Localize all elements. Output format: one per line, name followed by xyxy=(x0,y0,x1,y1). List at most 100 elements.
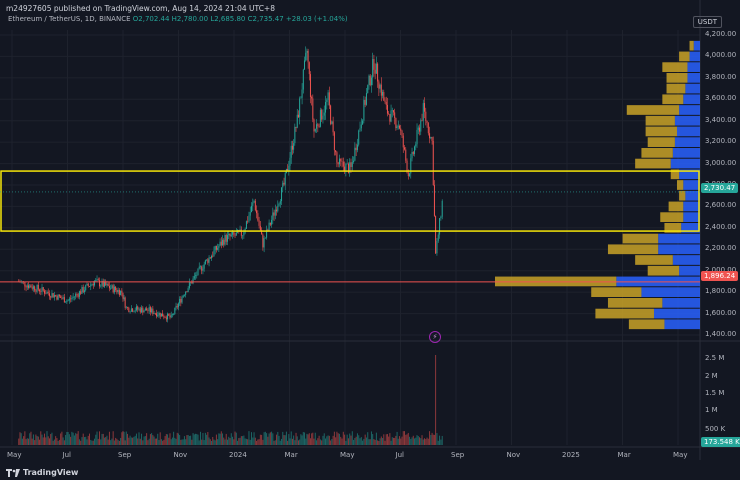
volume-profile-up-bar xyxy=(676,126,700,137)
candle-body xyxy=(85,285,87,291)
volume-bar xyxy=(196,433,198,445)
candle-body xyxy=(431,136,433,141)
volume-bar xyxy=(34,440,36,445)
candle-body xyxy=(36,284,38,292)
candle-body xyxy=(165,317,167,320)
candle-body xyxy=(134,310,136,312)
volume-profile-down-bar xyxy=(607,244,659,255)
candle-body xyxy=(30,285,32,288)
volume-bar xyxy=(92,440,94,445)
price-axis-label: 3,600.00 xyxy=(705,94,737,103)
candle-body xyxy=(407,172,409,177)
candle-body xyxy=(47,291,49,294)
volume-bar xyxy=(72,432,74,445)
volume-bar xyxy=(219,433,221,445)
volume-bar xyxy=(101,433,103,445)
volume-bar xyxy=(71,431,73,445)
volume-bar xyxy=(73,435,75,445)
candle-body xyxy=(240,229,242,236)
candle-body xyxy=(174,307,176,314)
volume-bar xyxy=(163,439,165,445)
volume-bar xyxy=(82,433,84,445)
candle-body xyxy=(99,280,101,287)
candle-body xyxy=(77,294,79,297)
candle-body xyxy=(284,173,286,185)
candle-body xyxy=(274,209,276,216)
volume-bar xyxy=(222,433,224,445)
volume-bar xyxy=(404,431,406,445)
candle-body xyxy=(336,152,338,163)
candle-body xyxy=(130,308,132,312)
candle-body xyxy=(46,291,48,294)
candle-body xyxy=(41,287,43,292)
candle-body xyxy=(71,297,73,300)
volume-bar xyxy=(345,440,347,445)
currency-button[interactable]: USDT xyxy=(692,16,722,28)
candle-body xyxy=(251,205,253,213)
candle-body xyxy=(289,157,291,166)
volume-bar xyxy=(335,437,337,445)
candle-body xyxy=(384,100,386,102)
candle-body xyxy=(87,283,89,287)
candle-body xyxy=(24,281,26,287)
volume-bar xyxy=(439,435,441,445)
time-axis-label: Jul xyxy=(395,451,404,459)
volume-bar xyxy=(203,440,205,445)
volume-bar xyxy=(159,432,161,445)
volume-bar xyxy=(326,436,328,445)
volume-bar xyxy=(314,432,316,445)
candle-body xyxy=(135,306,137,311)
volume-bar xyxy=(177,433,179,445)
candle-body xyxy=(362,120,364,125)
candle-body xyxy=(206,259,208,261)
candle-body xyxy=(230,234,232,237)
candle-body xyxy=(302,69,304,90)
volume-bar xyxy=(134,435,136,445)
candle-body xyxy=(142,307,144,313)
candle-body xyxy=(375,63,377,74)
price-axis-label: 2,600.00 xyxy=(705,201,737,210)
candle-body xyxy=(424,103,426,112)
volume-bar xyxy=(273,440,275,445)
volume-bar xyxy=(52,440,54,445)
volume-bar xyxy=(147,440,149,445)
time-axis-label: May xyxy=(7,451,22,459)
candle-body xyxy=(426,120,428,124)
dividend-event-icon[interactable]: ⚡ xyxy=(429,331,441,343)
volume-bar xyxy=(89,433,91,445)
volume-bar xyxy=(288,434,290,445)
candle-body xyxy=(405,149,407,161)
candle-body xyxy=(171,314,173,315)
time-axis-label: Jul xyxy=(62,451,71,459)
candle-body xyxy=(330,105,332,124)
volume-bar xyxy=(368,439,370,445)
candle-body xyxy=(346,163,348,165)
tradingview-footer[interactable]: TradingView xyxy=(6,468,78,477)
candle-body xyxy=(220,241,222,246)
candle-body xyxy=(395,117,397,128)
volume-bar xyxy=(370,431,372,445)
candle-body xyxy=(383,91,385,101)
volume-bar xyxy=(238,438,240,445)
current-volume-tag: 173.548 K xyxy=(701,437,740,447)
volume-bar xyxy=(97,438,99,445)
candle-body xyxy=(374,69,376,74)
volume-bar xyxy=(31,438,33,445)
volume-bar xyxy=(135,433,137,445)
candle-body xyxy=(147,310,149,312)
candle-body xyxy=(281,187,283,202)
volume-bar xyxy=(282,431,284,445)
candle-body xyxy=(347,163,349,173)
volume-bar xyxy=(229,438,231,445)
volume-bar xyxy=(261,434,263,445)
candle-body xyxy=(430,136,432,139)
candle-body xyxy=(349,162,351,173)
candle-body xyxy=(432,140,434,186)
candle-body xyxy=(57,294,59,300)
candle-body xyxy=(78,291,80,297)
volume-bar xyxy=(214,440,216,445)
candle-body xyxy=(94,281,96,286)
symbol-name[interactable]: Ethereum / TetherUS, 1D, BINANCE xyxy=(8,15,131,23)
candle-body xyxy=(277,205,279,212)
